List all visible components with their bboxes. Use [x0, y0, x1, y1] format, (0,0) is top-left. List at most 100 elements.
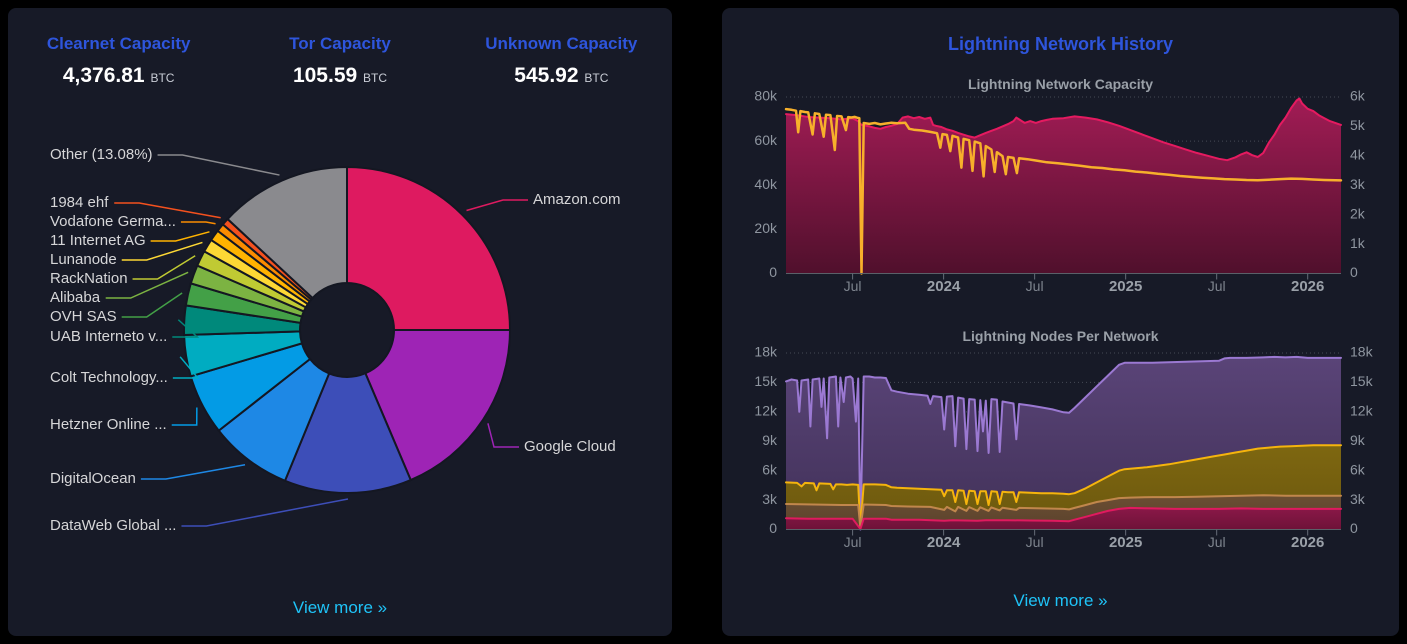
- y-axis-left-label: 40k: [754, 176, 778, 192]
- x-axis-label: Jul: [1026, 278, 1044, 294]
- tor-capacity-stat: Tor Capacity 105.59 BTC: [229, 34, 450, 88]
- isp-share-donut-chart[interactable]: Amazon.com Google Cloud DataWeb Global ...…: [8, 96, 672, 582]
- y-axis-right-label: 6k: [1350, 461, 1366, 477]
- y-axis-left-label: 15k: [754, 373, 778, 389]
- pie-label-amazon-com: Amazon.com: [533, 191, 621, 208]
- y-axis-right-label: 1k: [1350, 235, 1366, 251]
- tor-capacity-value: 105.59 BTC: [229, 64, 450, 88]
- channels-line-yellow: [784, 107, 1343, 275]
- unknown-capacity-label: Unknown Capacity: [485, 34, 638, 53]
- x-axis-label: 2024: [927, 534, 961, 551]
- unknown-capacity-unit: BTC: [584, 71, 609, 85]
- y-axis-left-label: 0: [769, 264, 777, 280]
- pie-label-line: [132, 255, 196, 280]
- pie-label-uab-interneto-v: UAB Interneto v...: [50, 328, 167, 345]
- y-axis-right-label: 3k: [1350, 176, 1366, 192]
- y-axis-right-label: 15k: [1350, 373, 1374, 389]
- lightning-nodes-chart[interactable]: 0 3k 6k 9k 12k 15k 18k 0 3k 6k 9k 12k 15k 18k Jul 2024 J…: [722, 344, 1399, 558]
- y-axis-right-label: 12k: [1350, 403, 1374, 419]
- pie-label-line: [171, 407, 198, 426]
- unknown-capacity-value: 545.92 BTC: [451, 64, 672, 88]
- isp-view-more-link[interactable]: View more »: [292, 598, 388, 617]
- nodes-area-magenta-fill: [786, 507, 1341, 530]
- nodes-area-tan: [785, 494, 1342, 530]
- y-axis-left-label: 9k: [762, 432, 778, 448]
- pie-label-dataweb-global: DataWeb Global ...: [50, 517, 176, 534]
- y-axis-right-label: 4k: [1350, 147, 1366, 163]
- pie-label-line: [157, 154, 280, 176]
- x-axis-label: 2026: [1291, 278, 1324, 295]
- tor-capacity-label: Tor Capacity: [289, 34, 391, 53]
- pie-label-line: [121, 292, 183, 318]
- tor-capacity-unit: BTC: [363, 71, 388, 85]
- nodes-area-purple: [785, 355, 1342, 531]
- x-axis-label: Jul: [1026, 534, 1044, 550]
- x-axis-label: 2025: [1109, 534, 1142, 551]
- clearnet-capacity-label: Clearnet Capacity: [46, 34, 191, 53]
- pie-label-google-cloud: Google Cloud: [524, 438, 616, 455]
- y-axis-left-label: 6k: [762, 461, 778, 477]
- y-axis-left-label: 80k: [754, 88, 778, 104]
- y-axis-right-label: 18k: [1350, 344, 1374, 360]
- y-axis-right-label: 0: [1350, 264, 1358, 280]
- pie-label-hetzner-online: Hetzner Online ...: [50, 416, 167, 433]
- y-axis-right-label: 9k: [1350, 432, 1366, 448]
- pie-label-colt-technology: Colt Technology...: [50, 369, 168, 386]
- clearnet-capacity-number: 4,376.81: [62, 64, 145, 87]
- unknown-capacity-stat: Unknown Capacity 545.92 BTC: [451, 34, 672, 88]
- pie-slice-dataweb-global[interactable]: [283, 371, 413, 494]
- pie-label-line: [466, 199, 528, 212]
- pie-slice-google-cloud[interactable]: [364, 329, 512, 482]
- pie-label-1984-ehf: 1984 ehf: [50, 194, 109, 211]
- lightning-history-title: Lightning Network History: [948, 34, 1173, 54]
- y-axis-left-label: 3k: [762, 491, 778, 507]
- pie-label-alibaba: Alibaba: [50, 289, 101, 306]
- y-axis-left-label: 0: [769, 520, 777, 536]
- clearnet-capacity-value: 4,376.81 BTC: [8, 64, 229, 88]
- nodes-area-magenta: [785, 506, 1342, 530]
- lightning-capacity-chart[interactable]: 0 20k 40k 60k 80k 0 1k 2k 3k 4k 5k 6k Jul 2024 Jul 2025…: [722, 88, 1399, 302]
- y-axis-right-label: 5k: [1350, 117, 1366, 133]
- capacity-stats: Clearnet Capacity 4,376.81 BTC Tor Capac…: [8, 34, 672, 88]
- pie-label-digitalocean: DigitalOcean: [50, 470, 136, 487]
- pie-label-line: [140, 464, 246, 480]
- unknown-capacity-number: 545.92: [514, 64, 579, 87]
- x-axis-label: 2024: [927, 278, 961, 295]
- pie-label-line: [114, 202, 221, 219]
- pie-label-vodafone-germa: Vodafone Germa...: [50, 213, 176, 230]
- pie-label-racknation: RackNation: [50, 270, 128, 287]
- capacity-chart-title: Lightning Network Capacity: [967, 76, 1154, 92]
- pie-slice-other-13-08[interactable]: [226, 165, 348, 300]
- nodes-chart-title: Lightning Nodes Per Network: [962, 328, 1159, 344]
- y-axis-right-label: 3k: [1350, 491, 1366, 507]
- pie-label-line: [487, 423, 519, 448]
- capacity-area-magenta: [785, 97, 1342, 162]
- lightning-history-panel: Lightning Network History Lightning Netw…: [722, 8, 1399, 636]
- pie-label-11-internet-ag: 11 Internet AG: [50, 232, 146, 249]
- pie-label-line: [121, 241, 203, 261]
- y-axis-left-label: 20k: [754, 220, 778, 236]
- x-axis-label: 2026: [1291, 534, 1324, 551]
- pie-label-line: [172, 319, 200, 338]
- isp-capacity-panel: Clearnet Capacity 4,376.81 BTC Tor Capac…: [8, 8, 672, 636]
- clearnet-capacity-stat: Clearnet Capacity 4,376.81 BTC: [8, 34, 229, 88]
- pie-label-other-13-08: Other (13.08%): [50, 146, 153, 163]
- history-view-more-link[interactable]: View more »: [1013, 591, 1108, 610]
- clearnet-capacity-unit: BTC: [150, 71, 175, 85]
- pie-label-ovh-sas: OVH SAS: [50, 308, 117, 325]
- nodes-area-yellow: [785, 444, 1342, 529]
- y-axis-left-label: 60k: [754, 132, 778, 148]
- pie-slice-amazon-com[interactable]: [346, 165, 512, 332]
- y-axis-right-label: 2k: [1350, 205, 1366, 221]
- pie-label-line: [172, 356, 200, 379]
- tor-capacity-number: 105.59: [292, 64, 358, 87]
- y-axis-left-label: 18k: [754, 344, 778, 360]
- x-axis-label: Jul: [1208, 278, 1226, 294]
- x-axis-label: Jul: [844, 534, 862, 550]
- x-axis-label: 2025: [1109, 278, 1142, 295]
- capacity-area-magenta-fill: [786, 98, 1341, 274]
- y-axis-right-label: 0: [1350, 520, 1358, 536]
- x-axis-label: Jul: [1208, 534, 1226, 550]
- y-axis-left-label: 12k: [754, 403, 778, 419]
- pie-label-line: [180, 221, 216, 225]
